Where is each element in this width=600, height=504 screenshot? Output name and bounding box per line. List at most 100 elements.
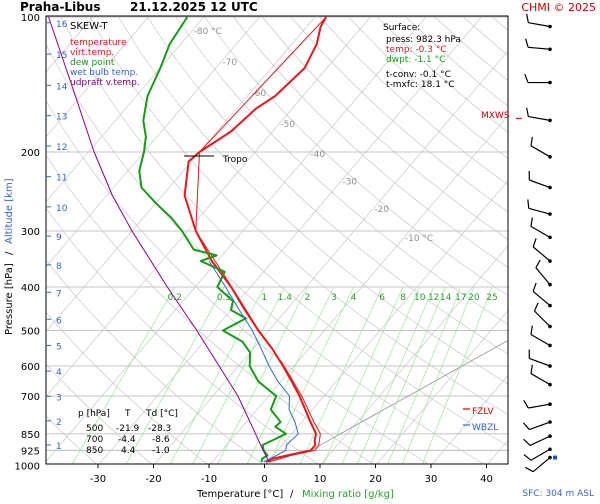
altitude-tick-3: 3 — [56, 393, 62, 403]
mixing-line-8 — [323, 287, 403, 465]
altitude-tick-1: 1 — [56, 442, 62, 452]
altitude-tick-2: 2 — [56, 418, 62, 428]
legend-wet-bulb: wet bulb temp. — [70, 68, 138, 78]
table-row-700-t: -4.4 — [118, 435, 136, 445]
legend-temperature: temperature — [70, 38, 127, 48]
mixing-label-1.4: 1.4 — [278, 293, 293, 303]
isotherm--60 — [0, 17, 315, 466]
isotherm-10 — [320, 17, 600, 466]
wbzl-label: WBZL — [472, 423, 498, 433]
wind-barb — [533, 238, 552, 262]
station-title: Praha-Libus — [20, 0, 100, 14]
wind-barb — [531, 217, 552, 239]
pressure-tick-100: 100 — [21, 13, 40, 24]
isotherm-label: -40 — [310, 150, 325, 160]
legend-virt-temp: virt.temp. — [70, 48, 114, 58]
altitude-tick-4: 4 — [56, 368, 62, 378]
levels-table: p [hPa] T Td [°C] 500 -21.9 -28.3 700 -4… — [78, 409, 178, 456]
dry-adiabat — [463, 17, 600, 466]
legend-updraft: udpraft v.temp. — [70, 78, 140, 88]
moist-adiabat — [311, 250, 600, 451]
mixing-line-1 — [169, 287, 264, 465]
copyright: CHMI © 2025 — [521, 1, 596, 14]
series-virt-temp- — [196, 17, 326, 462]
table-row-500-td: -28.3 — [148, 424, 171, 434]
y-axis-label-group: Pressure [hPa] / Altitude [km] — [4, 178, 15, 335]
y-axis-label-sep: / — [4, 251, 15, 255]
mixing-line-25 — [422, 287, 492, 465]
table-header-t: T — [124, 409, 131, 419]
mixing-line-12 — [357, 287, 434, 465]
legend: SKEW-T temperature virt.temp. dew point … — [70, 21, 140, 88]
table-header-p: p [hPa] — [78, 409, 110, 419]
wind-barb — [531, 137, 552, 159]
wind-barb — [528, 199, 552, 215]
isotherm-label: -70 — [222, 58, 237, 68]
wind-barb — [524, 434, 552, 445]
pressure-tick-400: 400 — [21, 283, 40, 294]
mixing-line-20 — [402, 287, 474, 465]
dry-adiabat — [90, 17, 598, 466]
isotherm-label: -20 — [374, 205, 389, 215]
isotherm--20 — [154, 17, 537, 466]
dry-adiabat — [147, 17, 600, 466]
surface-title: Surface: — [383, 23, 420, 33]
y-axis-label-pressure: Pressure [hPa] — [4, 263, 15, 335]
temp-tick-20: 20 — [369, 474, 382, 485]
table-header-td: Td [°C] — [145, 409, 178, 419]
altitude-tick-8: 8 — [56, 262, 62, 272]
x-axis-label-sep: / — [290, 489, 294, 500]
surface-press: press: 982.3 hPa — [386, 35, 461, 45]
altitude-tick-11: 11 — [56, 174, 67, 184]
mixing-label-20: 20 — [468, 293, 480, 303]
table-row-850-p: 850 — [86, 446, 103, 456]
altitude-tick-9: 9 — [56, 233, 62, 243]
surface-dwpt: dwpt: -1.1 °C — [386, 55, 445, 65]
wind-barb — [529, 171, 552, 189]
isotherm-label: -30 — [342, 177, 357, 187]
altitude-tick-5: 5 — [56, 342, 62, 352]
altitude-tick-6: 6 — [56, 316, 62, 326]
x-axis-label-temp: Temperature [°C] — [196, 489, 283, 500]
pressure-tick-1000: 1000 — [15, 462, 40, 473]
legend-dew-point: dew point — [70, 58, 115, 68]
altitude-tick-15: 15 — [56, 51, 67, 61]
surface-tconv: t-conv: -0.1 °C — [386, 70, 451, 80]
pressure-tick-925: 925 — [21, 446, 40, 457]
temp-tick--10: -10 — [201, 474, 217, 485]
mixing-label-2: 2 — [304, 293, 310, 303]
pressure-tick-600: 600 — [21, 362, 40, 373]
mixing-label-4: 4 — [351, 293, 357, 303]
sfc-altitude: SFC: 304 m ASL — [522, 489, 594, 499]
temp-tick-40: 40 — [480, 474, 493, 485]
wind-barb — [531, 326, 552, 348]
x-axis-label-mix: Mixing ratio [g/kg] — [302, 489, 394, 500]
wind-barb — [527, 14, 552, 28]
mixing-line-2 — [217, 287, 307, 465]
pressure-tick-300: 300 — [21, 227, 40, 238]
mixing-label-6: 6 — [379, 293, 385, 303]
wind-barb — [524, 447, 552, 460]
mixing-label-17: 17 — [455, 293, 466, 303]
surface-tmxfc: t-mxfc: 18.1 °C — [386, 80, 455, 90]
table-row-850-t: 4.4 — [121, 446, 136, 456]
dry-adiabat — [320, 17, 600, 466]
mixing-label-12: 12 — [428, 293, 439, 303]
wind-barb — [525, 74, 552, 84]
datetime-title: 21.12.2025 12 UTC — [130, 0, 258, 14]
pressure-tick-500: 500 — [21, 326, 40, 337]
table-row-700-p: 700 — [86, 435, 103, 445]
fzlv-label: FZLV — [472, 407, 494, 417]
table-row-500-p: 500 — [86, 424, 103, 434]
wind-barb — [536, 260, 552, 287]
series-temperature — [185, 17, 327, 462]
mixing-label-3: 3 — [331, 293, 337, 303]
isotherm-40 — [487, 17, 600, 466]
pressure-tick-200: 200 — [21, 148, 40, 159]
isotherm-label: -50 — [280, 120, 295, 130]
wind-barb — [526, 39, 552, 51]
chart-title: SKEW-T — [70, 21, 108, 32]
mixing-label-10: 10 — [414, 293, 426, 303]
isotherm-label: -80 °C — [194, 27, 222, 37]
